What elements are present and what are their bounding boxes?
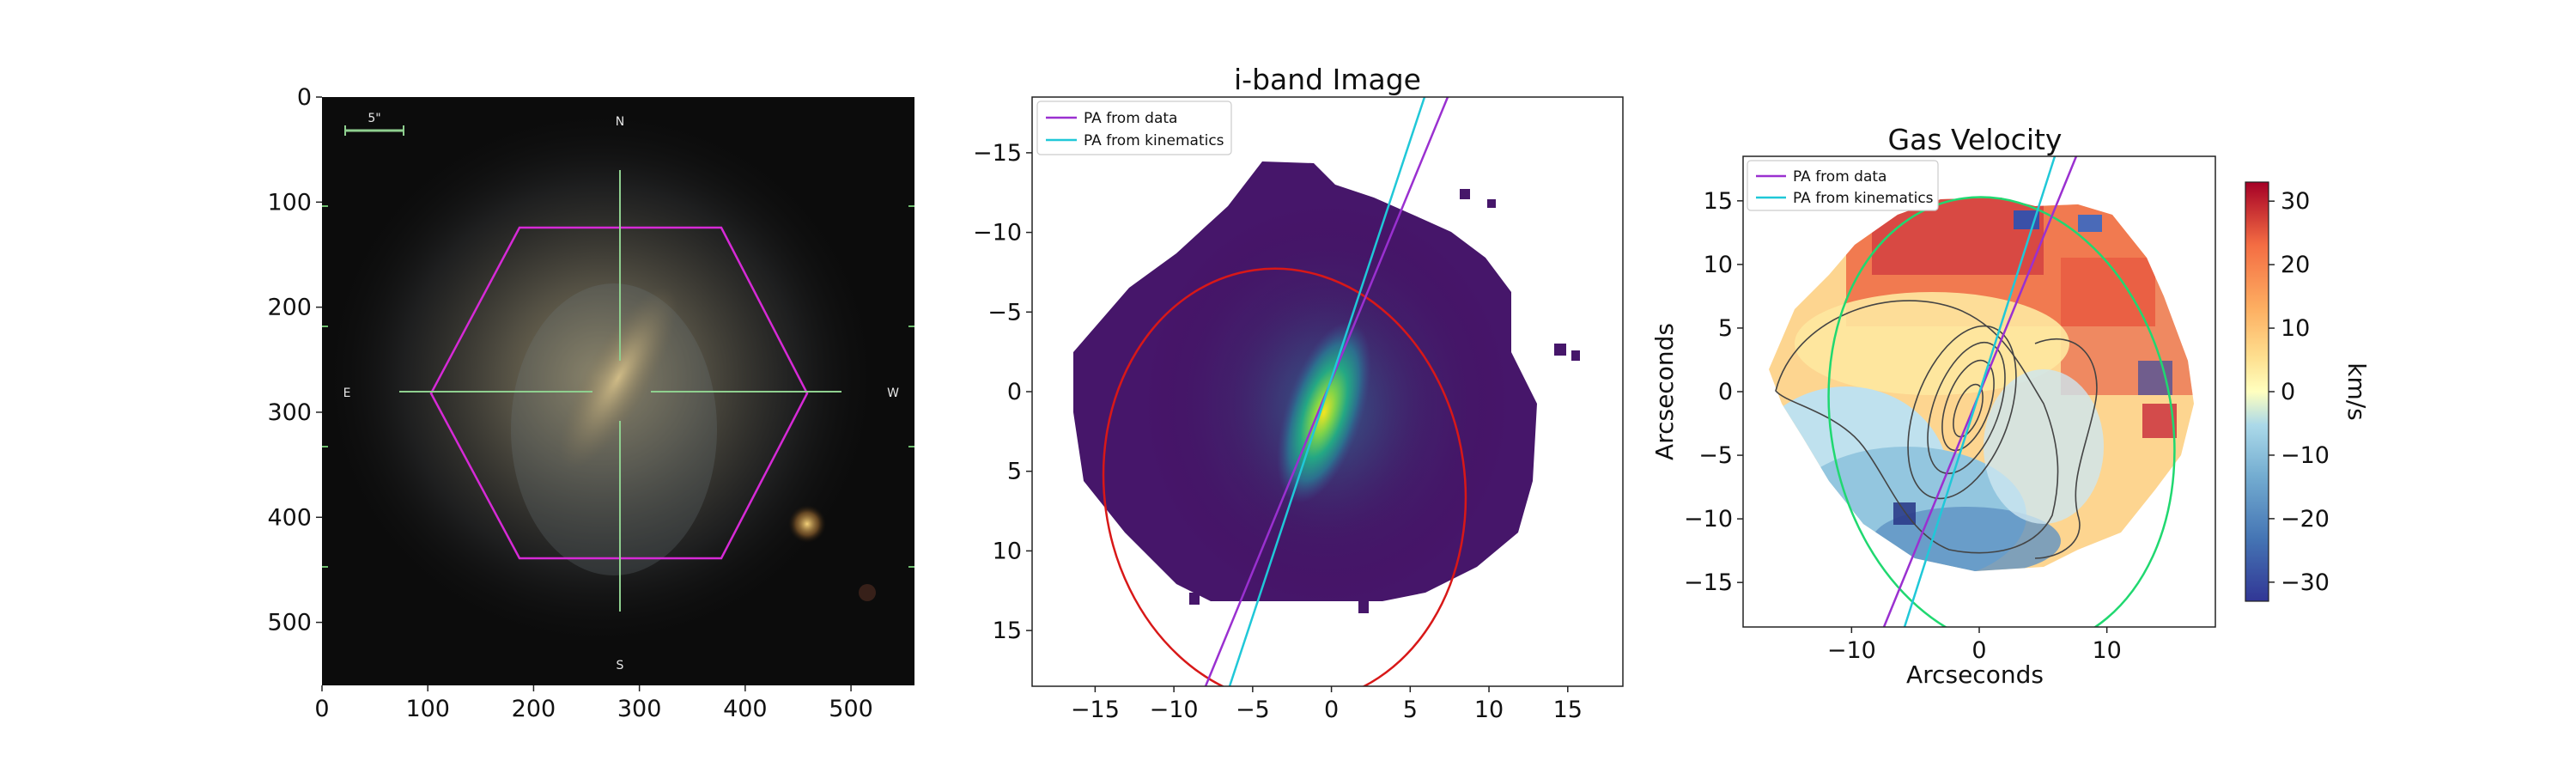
panel-rgb-image: 5" N S E W 0 100 200 300 400 500 0 100 200 300 40…	[267, 84, 914, 722]
iband-ellipse	[1102, 267, 1467, 686]
colorbar-tick-label: −10	[2281, 442, 2330, 469]
background-source	[859, 584, 876, 601]
velocity-colorbar: 30 20 10 0 −10 −20 −30 km/s	[2245, 181, 2371, 602]
intensity-contours	[1775, 300, 2098, 559]
edge-ticks	[322, 205, 914, 568]
compass-west-label: W	[887, 386, 899, 400]
p1-y-tick-label: 400	[267, 504, 312, 531]
p2-y-tick-label: −5	[987, 299, 1022, 326]
p1-x-tick-label: 0	[314, 696, 329, 722]
p1-y-tick-label: 0	[297, 84, 312, 111]
p2-x-tick-label: −10	[1150, 697, 1199, 723]
galaxy-bar	[559, 287, 677, 469]
p2-y-tick-label: −15	[973, 140, 1022, 167]
foreground-star	[788, 505, 826, 543]
legend-pa-kinematics: PA from kinematics	[1084, 132, 1224, 149]
colorbar-tick-label: −20	[2281, 506, 2330, 533]
scale-bar: 5"	[344, 112, 404, 136]
p1-x-tick-label: 100	[405, 696, 450, 722]
p2-y-tick-label: 15	[993, 618, 1022, 644]
iband-legend: PA from data PA from kinematics	[1036, 100, 1232, 155]
panel-iband: i-band Image PA from data	[973, 63, 1624, 723]
y-axis-ticks: 15 10 5 0 −5 −10 −15	[1684, 188, 1743, 596]
p2-x-tick-label: 15	[1553, 697, 1583, 723]
colorbar-tick-label: 20	[2281, 252, 2310, 278]
colorbar-label: km/s	[2342, 362, 2371, 421]
p2-y-tick-label: 10	[993, 538, 1022, 564]
velocity-ylabel: Arcseconds	[1650, 323, 1679, 460]
p1-x-tick-label: 300	[617, 696, 662, 722]
p3-y-tick-label: 15	[1704, 188, 1733, 215]
compass-north-label: N	[616, 115, 624, 129]
p3-y-tick-label: −5	[1698, 442, 1733, 469]
legend-pa-data: PA from data	[1084, 110, 1177, 127]
p3-y-tick-label: −10	[1684, 506, 1733, 533]
x-axis-ticks: −10 0 10	[1827, 627, 2122, 664]
p3-y-tick-label: 10	[1704, 252, 1733, 278]
p1-y-tick-label: 200	[267, 295, 312, 321]
p1-x-tick-label: 500	[829, 696, 873, 722]
panel-gas-velocity: Gas Velocity	[1650, 123, 2371, 689]
p1-y-tick-label: 100	[267, 189, 312, 216]
iband-edge-pixels	[1189, 189, 1580, 613]
p1-x-tick-label: 200	[512, 696, 556, 722]
p2-x-tick-label: −15	[1071, 697, 1120, 723]
y-axis-ticks: −15 −10 −5 0 5 10 15	[973, 140, 1032, 644]
velocity-ellipse	[1827, 196, 2176, 627]
velocity-legend: PA from data PA from kinematics	[1747, 160, 1939, 211]
colorbar-gradient	[2245, 181, 2269, 602]
iband-title: i-band Image	[1234, 63, 1421, 96]
compass-south-label: S	[617, 659, 624, 673]
velocity-title: Gas Velocity	[1888, 123, 2063, 156]
p2-x-tick-label: −5	[1236, 697, 1270, 723]
p3-x-tick-label: −10	[1827, 637, 1876, 664]
x-axis-ticks: −15 −10 −5 0 5 10 15	[1071, 686, 1583, 723]
velocity-pa-kinematics-line	[1903, 156, 2057, 627]
iband-pa-kinematics-line	[1228, 97, 1426, 686]
legend-pa-data: PA from data	[1793, 168, 1886, 186]
compass-east-label: E	[343, 386, 351, 400]
colorbar-tick-label: 10	[2281, 315, 2310, 342]
crosshair	[399, 170, 841, 612]
colorbar-tick-label: −30	[2281, 569, 2330, 596]
p3-x-tick-label: 10	[2092, 637, 2121, 664]
p1-x-tick-label: 400	[723, 696, 768, 722]
x-axis-ticks: 0 100 200 300 400 500	[314, 685, 873, 722]
colorbar-ticks: 30 20 10 0 −10 −20 −30	[2269, 188, 2330, 596]
p2-y-tick-label: −10	[973, 220, 1022, 247]
p1-y-tick-label: 500	[267, 610, 312, 636]
p2-y-tick-label: 0	[1007, 379, 1022, 405]
p3-y-tick-label: 5	[1718, 315, 1733, 342]
ifu-hexagon-outline	[429, 226, 809, 560]
p2-y-tick-label: 5	[1007, 459, 1022, 485]
p3-x-tick-label: 0	[1971, 637, 1986, 664]
p2-x-tick-label: 0	[1324, 697, 1339, 723]
colorbar-tick-label: 30	[2281, 188, 2310, 215]
colorbar-tick-label: 0	[2281, 379, 2295, 405]
p1-y-tick-label: 300	[267, 399, 312, 426]
p2-x-tick-label: 5	[1403, 697, 1418, 723]
legend-pa-kinematics: PA from kinematics	[1793, 190, 1934, 207]
y-axis-ticks: 0 100 200 300 400 500	[267, 84, 322, 636]
p2-x-tick-label: 10	[1474, 697, 1504, 723]
velocity-xlabel: Arcseconds	[1906, 660, 2044, 689]
p3-y-tick-label: −15	[1684, 569, 1733, 596]
p3-y-tick-label: 0	[1718, 379, 1733, 405]
scale-bar-label: 5"	[368, 112, 380, 125]
